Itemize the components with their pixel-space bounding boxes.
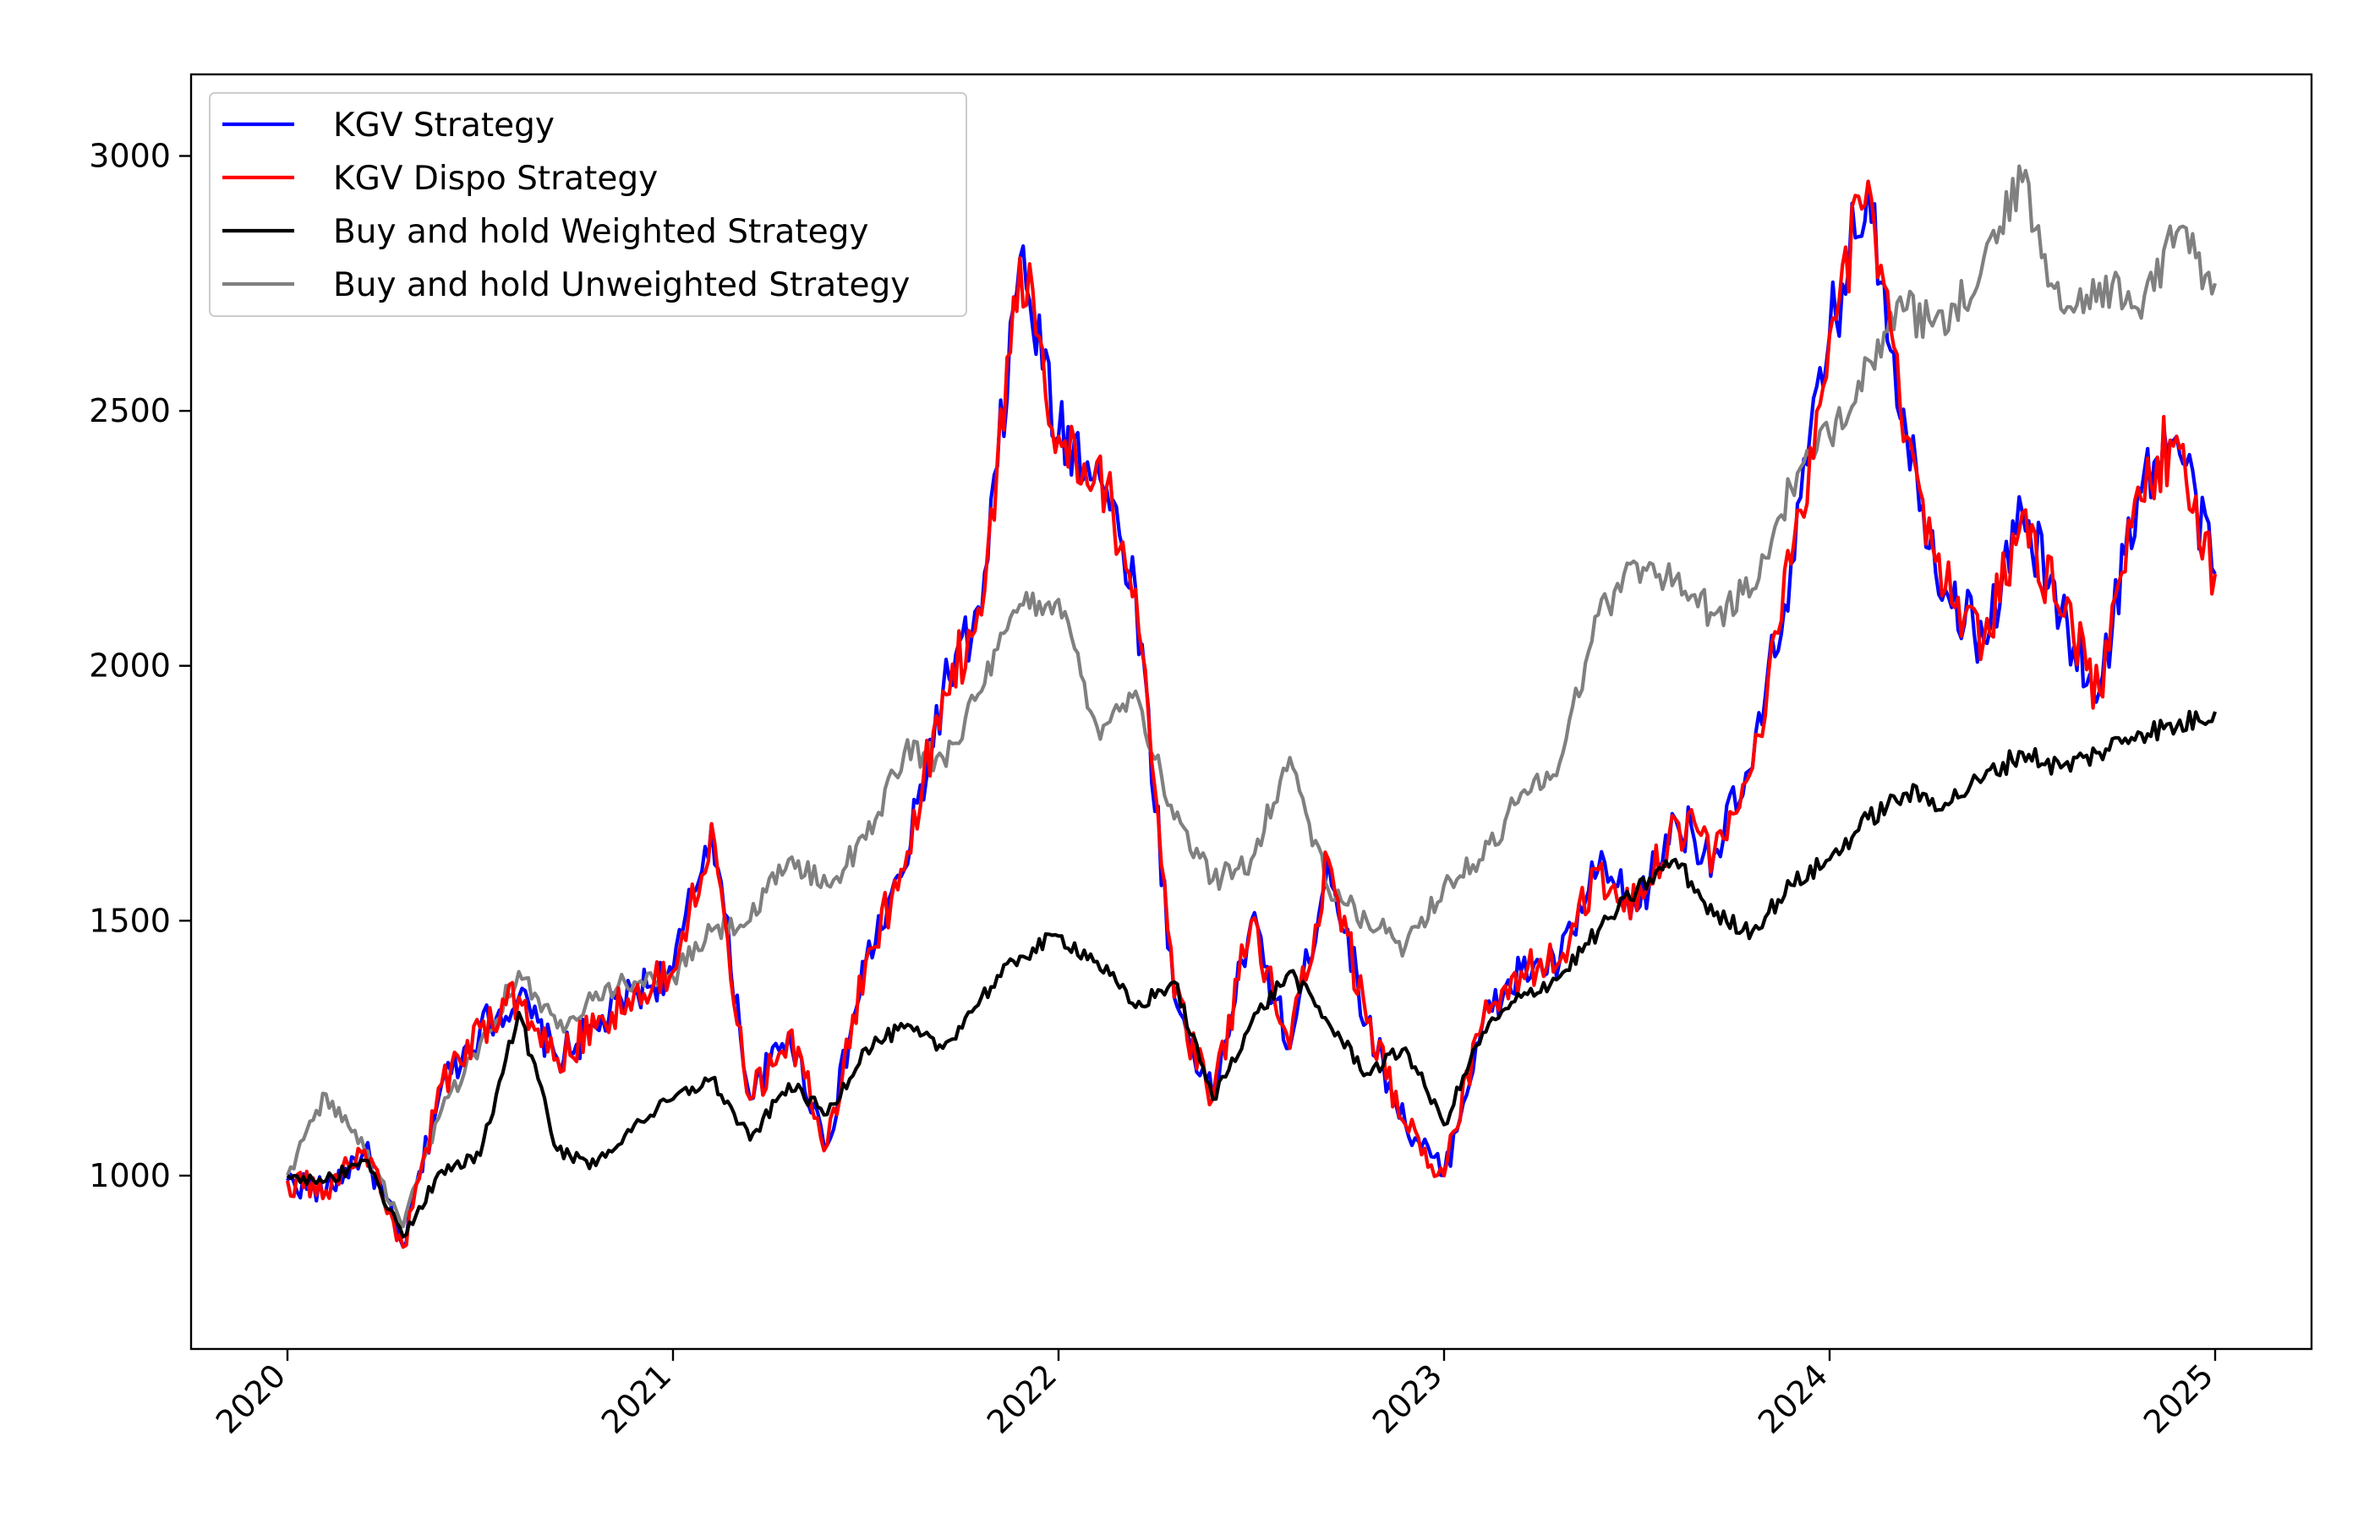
- y-tick-label: 1500: [89, 902, 171, 939]
- legend-label: KGV Dispo Strategy: [333, 160, 658, 198]
- y-tick-label: 1000: [89, 1157, 171, 1194]
- series-layer: [285, 164, 2218, 1249]
- legend-frame: [209, 92, 967, 317]
- y-tick-label: 2500: [89, 392, 171, 429]
- legend: KGV Strategy KGV Dispo Strategy Buy and ho…: [209, 92, 967, 317]
- series-line-2: [285, 179, 2218, 1249]
- y-tick-label: 3000: [89, 138, 171, 175]
- series-line-3: [286, 709, 2217, 1239]
- plot-frame: [189, 73, 2313, 1351]
- legend-label: Buy and hold Weighted Strategy: [333, 213, 868, 251]
- legend-label: KGV Strategy: [333, 106, 555, 145]
- y-axis: 1000 1500 2000 2500 3000: [89, 138, 191, 1194]
- y-tick-label: 2000: [89, 647, 171, 685]
- series-line-4: [286, 164, 2218, 1229]
- legend-label: Buy and hold Unweighted Strategy: [333, 266, 910, 304]
